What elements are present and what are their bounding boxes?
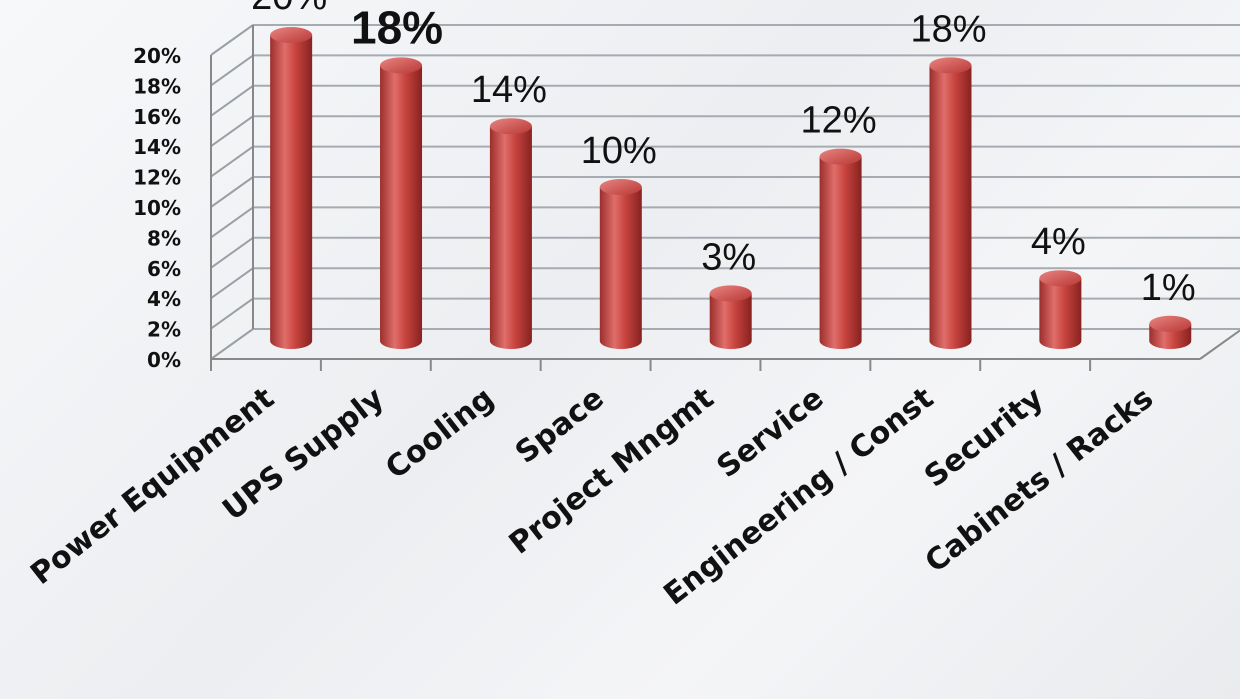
bar-body [929,65,972,350]
bar-body [1039,278,1082,349]
bar-cap [270,27,313,43]
floor-edge [1199,329,1240,360]
category-label: Project Mngmt [503,381,721,562]
side-gridline [210,54,254,87]
bar-cap [1149,315,1192,332]
data-label: 20% [251,0,327,18]
category-label: Cooling [379,381,500,487]
side-gridline [210,176,254,208]
bar [929,57,972,350]
side-gridline [210,115,254,148]
data-label: 3% [701,236,756,278]
side-gridline [210,84,254,117]
y-tick-label: 20% [133,44,181,68]
y-axis-tick-labels: 0% 2% 4% 6% 8% 10% 12% 14% 16% 18% 20% [133,44,181,372]
data-label: 14% [471,69,547,111]
y-tick-label: 2% [147,318,181,342]
bar [380,57,423,350]
y-tick-label: 16% [133,105,181,129]
bar-cap [599,179,642,195]
bar [270,27,313,349]
side-gridline [210,206,254,239]
data-label: 10% [581,130,657,172]
bar-cap [1039,270,1082,287]
y-tick-label: 8% [147,226,181,250]
side-gridline [210,24,254,56]
bars [270,27,1192,350]
bar-body [380,65,423,350]
bar-cap [380,57,423,74]
y-tick-label: 0% [147,348,181,372]
bar [709,285,752,349]
side-gridline [210,236,254,269]
bar-body [599,187,642,349]
y-tick-label: 14% [133,135,181,159]
bar-body [709,293,752,349]
bar-body [819,156,862,349]
side-gridline [210,297,254,330]
bar-cap [489,118,532,135]
y-tick-label: 12% [133,166,181,190]
bar [489,118,532,349]
side-gridline [210,267,254,300]
category-label: Space [509,381,611,471]
bar-cap [819,148,862,165]
side-gridline [210,328,254,360]
data-label: 1% [1141,267,1196,309]
data-label: 18% [351,1,443,53]
data-label: 12% [801,100,877,142]
data-label: 4% [1031,221,1086,263]
bar-cap [929,57,972,74]
y-tick-label: 4% [147,287,181,311]
side-gridline [210,145,254,178]
data-labels: 20% 18% 14% 10% 3% 12% 18% 4% 1% [251,0,1196,309]
bar [599,179,642,349]
bar-body [270,35,313,349]
y-tick-label: 18% [133,74,181,98]
bar [819,148,862,349]
bar [1149,315,1192,349]
y-tick-label: 10% [133,196,181,220]
bar-body [489,126,532,349]
bar [1039,270,1082,349]
data-label: 18% [910,8,986,50]
bar-cap [709,285,752,302]
y-tick-label: 6% [147,257,181,281]
